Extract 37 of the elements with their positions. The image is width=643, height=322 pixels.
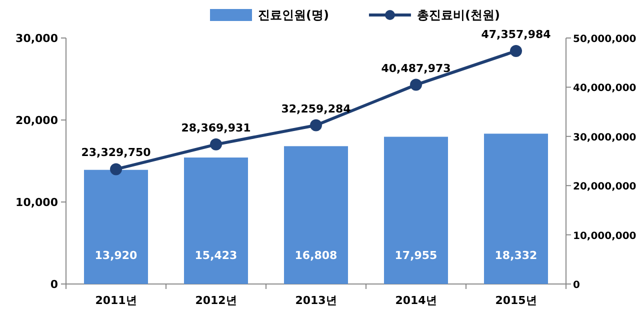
- bar: [184, 158, 248, 284]
- x-tick-label: 2013년: [295, 294, 337, 307]
- data-label: 32,259,284: [281, 102, 352, 116]
- point: [210, 138, 222, 150]
- y2-tick-label: 0: [573, 280, 580, 291]
- data-label: 47,357,984: [481, 28, 552, 41]
- y2-tick-label: 50,000,000: [573, 34, 636, 45]
- y2-tick-label: 30,000,000: [573, 132, 636, 144]
- y-tick-label: 20,000: [16, 114, 58, 127]
- point: [310, 119, 322, 132]
- x-tick-label: 2015년: [495, 294, 537, 307]
- bar: [484, 134, 548, 284]
- data-label: 18,332: [494, 249, 538, 262]
- y2-tick-label: 10,000,000: [573, 230, 636, 242]
- x-tick-label: 2014년: [395, 294, 437, 307]
- x-tick-label: 2012년: [195, 294, 237, 307]
- point: [510, 45, 522, 57]
- data-label: 40,487,973: [381, 62, 451, 75]
- data-label: 13,920: [94, 249, 138, 262]
- legend-label: 총진료비(천원): [416, 8, 500, 22]
- y-tick-label: 10,000: [16, 196, 58, 209]
- x-tick-label: 2011년: [95, 294, 137, 307]
- data-label: 16,808: [294, 249, 338, 262]
- bar: [284, 146, 348, 284]
- data-label: 28,369,931: [181, 121, 251, 134]
- point: [110, 163, 122, 176]
- point: [410, 78, 422, 91]
- y2-tick-label: 20,000,000: [573, 182, 636, 193]
- bar: [384, 136, 448, 284]
- y-tick-label: 30,000: [16, 32, 58, 45]
- legend-label: 진료인원(명): [258, 8, 329, 22]
- y-tick-label: 0: [50, 278, 58, 291]
- bar: [84, 170, 148, 284]
- data-label: 17,955: [394, 249, 438, 262]
- data-label: 23,329,750: [81, 146, 152, 160]
- y2-tick-label: 40,000,000: [573, 83, 636, 94]
- data-label: 15,423: [194, 249, 238, 262]
